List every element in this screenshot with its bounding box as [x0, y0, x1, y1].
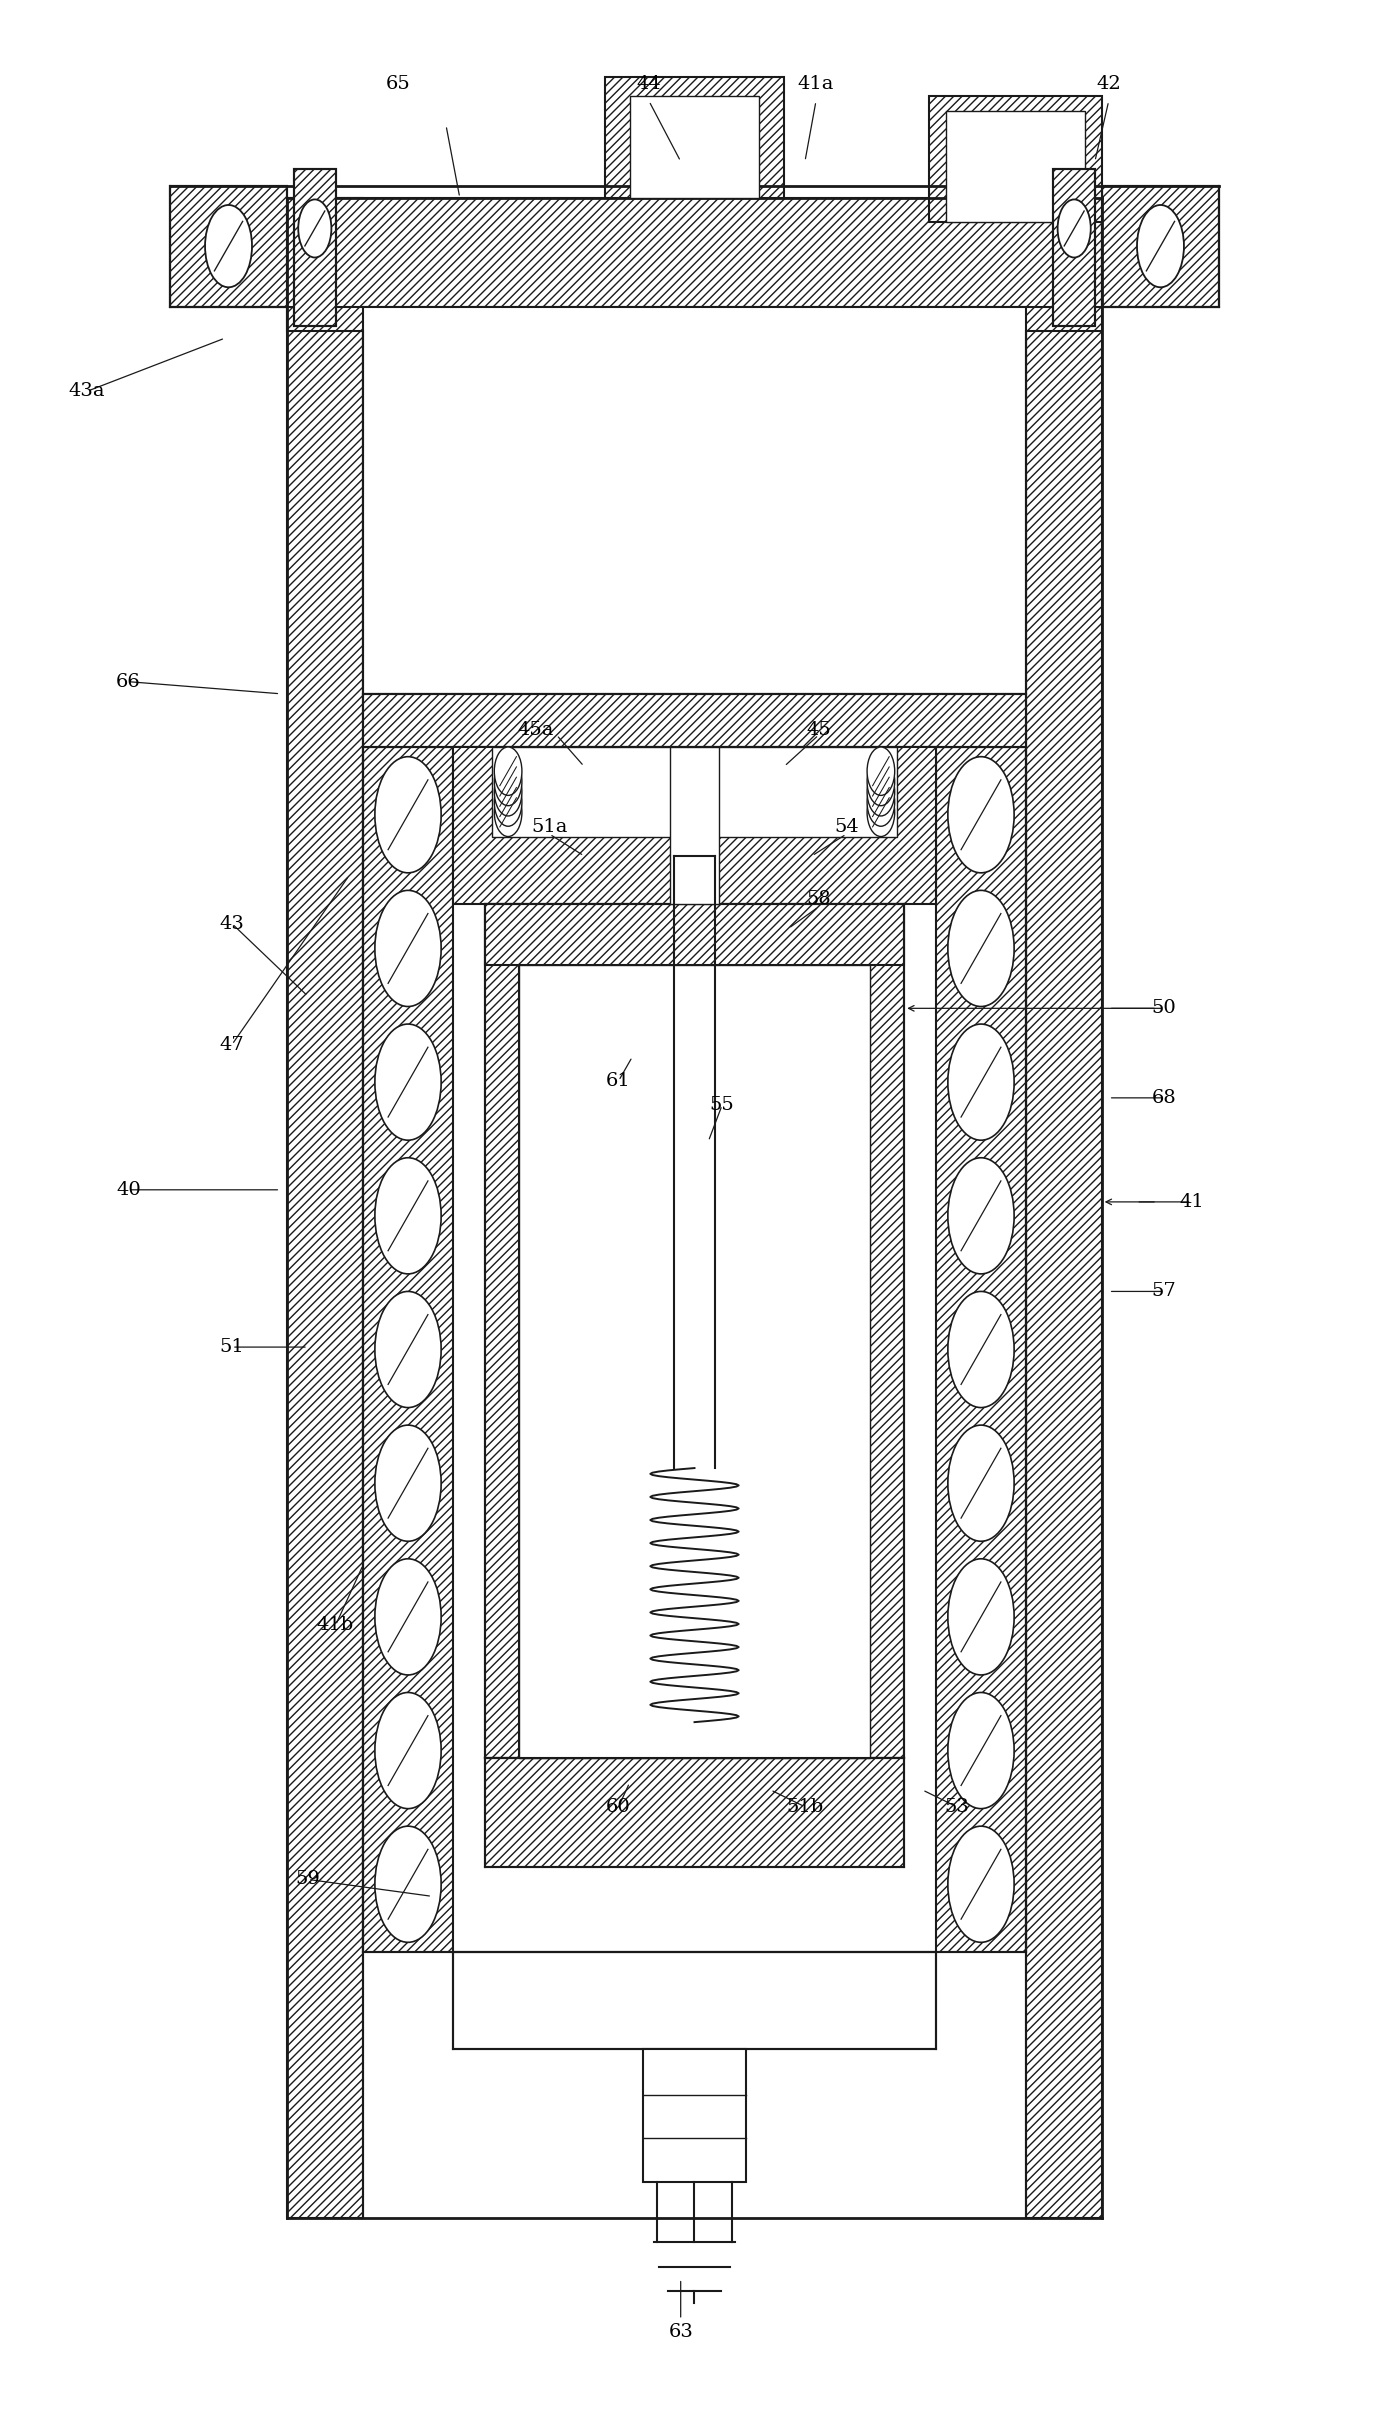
- Circle shape: [375, 1158, 442, 1275]
- Circle shape: [375, 758, 442, 872]
- Circle shape: [494, 777, 522, 826]
- Text: 53: 53: [945, 1797, 970, 1816]
- Circle shape: [947, 1292, 1014, 1408]
- Bar: [485, 903, 904, 964]
- Circle shape: [375, 891, 442, 1008]
- Circle shape: [375, 1025, 442, 1141]
- Bar: [363, 748, 453, 1952]
- Text: 65: 65: [385, 75, 410, 92]
- Circle shape: [375, 1559, 442, 1675]
- Text: 51b: 51b: [786, 1797, 824, 1816]
- Text: 51a: 51a: [532, 818, 568, 835]
- Bar: [1053, 168, 1095, 325]
- Text: 54: 54: [833, 818, 858, 835]
- Text: 58: 58: [807, 891, 831, 908]
- Circle shape: [947, 1826, 1014, 1942]
- Circle shape: [375, 1292, 442, 1408]
- Circle shape: [947, 758, 1014, 872]
- Bar: [485, 903, 519, 1758]
- Bar: [604, 78, 785, 197]
- Bar: [169, 185, 288, 306]
- Text: 42: 42: [1096, 75, 1121, 92]
- Circle shape: [867, 767, 895, 816]
- Text: 57: 57: [1151, 1282, 1176, 1301]
- Bar: [870, 903, 904, 1758]
- Bar: [453, 748, 936, 903]
- Text: 44: 44: [636, 75, 661, 92]
- Bar: [294, 168, 336, 325]
- Circle shape: [1057, 199, 1090, 257]
- Text: 50: 50: [1151, 1000, 1176, 1017]
- Circle shape: [494, 789, 522, 838]
- Circle shape: [867, 758, 895, 806]
- Bar: [519, 964, 870, 1758]
- Text: 43a: 43a: [69, 381, 106, 401]
- Text: 41a: 41a: [797, 75, 835, 92]
- Text: 51: 51: [219, 1338, 244, 1357]
- Bar: [929, 97, 1101, 221]
- Text: 45: 45: [807, 721, 831, 738]
- Bar: [294, 168, 336, 325]
- Text: 45a: 45a: [518, 721, 554, 738]
- Bar: [629, 97, 760, 197]
- Circle shape: [947, 1559, 1014, 1675]
- Text: 47: 47: [219, 1037, 244, 1054]
- Circle shape: [947, 1425, 1014, 1542]
- Circle shape: [375, 1425, 442, 1542]
- Circle shape: [1138, 204, 1183, 287]
- Circle shape: [867, 748, 895, 796]
- Bar: [1101, 185, 1220, 306]
- Circle shape: [947, 1158, 1014, 1275]
- Text: 43: 43: [219, 915, 244, 932]
- Circle shape: [299, 199, 332, 257]
- Text: 41: 41: [1179, 1192, 1204, 1212]
- Text: 41b: 41b: [317, 1617, 354, 1634]
- Bar: [492, 748, 897, 838]
- Bar: [453, 1952, 936, 2049]
- Circle shape: [494, 767, 522, 816]
- Bar: [363, 306, 1026, 694]
- Circle shape: [375, 1826, 442, 1942]
- Circle shape: [867, 777, 895, 826]
- Text: 60: 60: [606, 1797, 631, 1816]
- Bar: [946, 112, 1085, 221]
- Circle shape: [375, 1692, 442, 1809]
- Circle shape: [947, 1692, 1014, 1809]
- Circle shape: [494, 748, 522, 796]
- Bar: [288, 197, 1101, 330]
- Text: 59: 59: [296, 1870, 321, 1889]
- Text: 40: 40: [117, 1180, 140, 1199]
- Text: 63: 63: [668, 2324, 693, 2341]
- Bar: [1026, 197, 1101, 2219]
- Bar: [1053, 168, 1095, 325]
- Circle shape: [494, 758, 522, 806]
- Circle shape: [867, 789, 895, 838]
- Bar: [363, 694, 1026, 748]
- Text: 61: 61: [606, 1071, 631, 1090]
- Text: 55: 55: [710, 1095, 735, 1114]
- Circle shape: [947, 891, 1014, 1008]
- Bar: [288, 197, 363, 2219]
- Circle shape: [947, 1025, 1014, 1141]
- Bar: [669, 748, 720, 903]
- Bar: [936, 748, 1026, 1952]
- Text: 66: 66: [117, 673, 140, 690]
- Text: 68: 68: [1151, 1088, 1176, 1107]
- Bar: [485, 1758, 904, 1867]
- Bar: [643, 2049, 746, 2183]
- Bar: [169, 185, 288, 306]
- Bar: [1101, 185, 1220, 306]
- Circle shape: [206, 204, 251, 287]
